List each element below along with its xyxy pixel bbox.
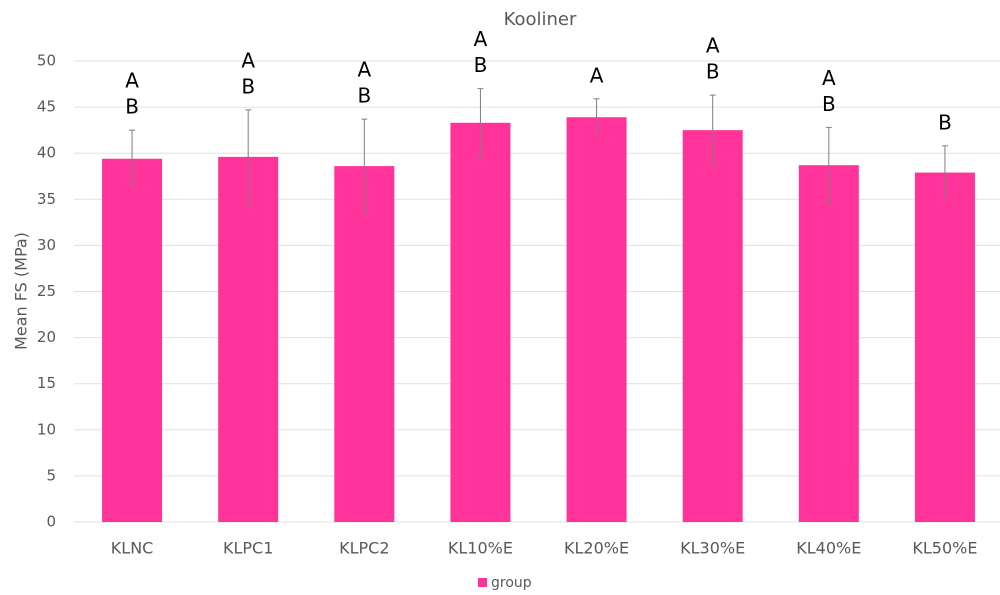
significance-letter: B: [241, 74, 255, 98]
x-tick-label: KLNC: [111, 539, 154, 558]
bar: [682, 130, 743, 522]
significance-letter: B: [357, 84, 371, 108]
x-tick-label: KLPC2: [339, 539, 389, 558]
y-axis-label: Mean FS (MPa): [12, 232, 31, 350]
y-tick-label: 10: [37, 420, 56, 438]
legend-swatch: [478, 578, 487, 587]
y-tick-label: 25: [37, 282, 56, 300]
y-tick-label: 35: [37, 190, 56, 208]
significance-letter: B: [125, 95, 139, 119]
y-tick-label: 30: [37, 236, 56, 254]
significance-letter: A: [590, 63, 604, 87]
y-tick-label: 5: [46, 466, 56, 484]
significance-letter: A: [125, 69, 139, 93]
bar: [450, 122, 511, 523]
bar: [914, 172, 975, 522]
significance-letter: B: [822, 92, 836, 116]
x-tick-label: KL30%E: [680, 539, 745, 558]
x-tick-label: KLPC1: [223, 539, 273, 558]
significance-letter: B: [474, 53, 488, 77]
significance-letter: A: [474, 27, 488, 51]
y-tick-label: 15: [37, 374, 56, 392]
x-tick-label: KL20%E: [564, 539, 629, 558]
y-tick-label: 40: [37, 144, 56, 162]
legend-label: group: [491, 575, 532, 591]
y-tick-label: 0: [46, 513, 56, 531]
significance-letter: B: [938, 110, 952, 134]
significance-letter: A: [706, 34, 720, 58]
x-tick-label: KL10%E: [448, 539, 513, 558]
y-tick-label: 50: [37, 52, 56, 70]
significance-letter: A: [241, 48, 255, 72]
x-tick-label: KL40%E: [796, 539, 861, 558]
y-tick-label: 45: [37, 98, 56, 116]
bar: [102, 158, 163, 522]
significance-letter: A: [822, 66, 836, 90]
bar: [334, 166, 395, 522]
significance-letter: A: [357, 58, 371, 82]
bar: [218, 156, 279, 522]
chart-title: Kooliner: [504, 9, 577, 30]
x-tick-label: KL50%E: [912, 539, 977, 558]
bar: [566, 117, 627, 522]
y-tick-label: 20: [37, 328, 56, 346]
bar: [798, 165, 859, 522]
significance-letter: B: [706, 60, 720, 84]
